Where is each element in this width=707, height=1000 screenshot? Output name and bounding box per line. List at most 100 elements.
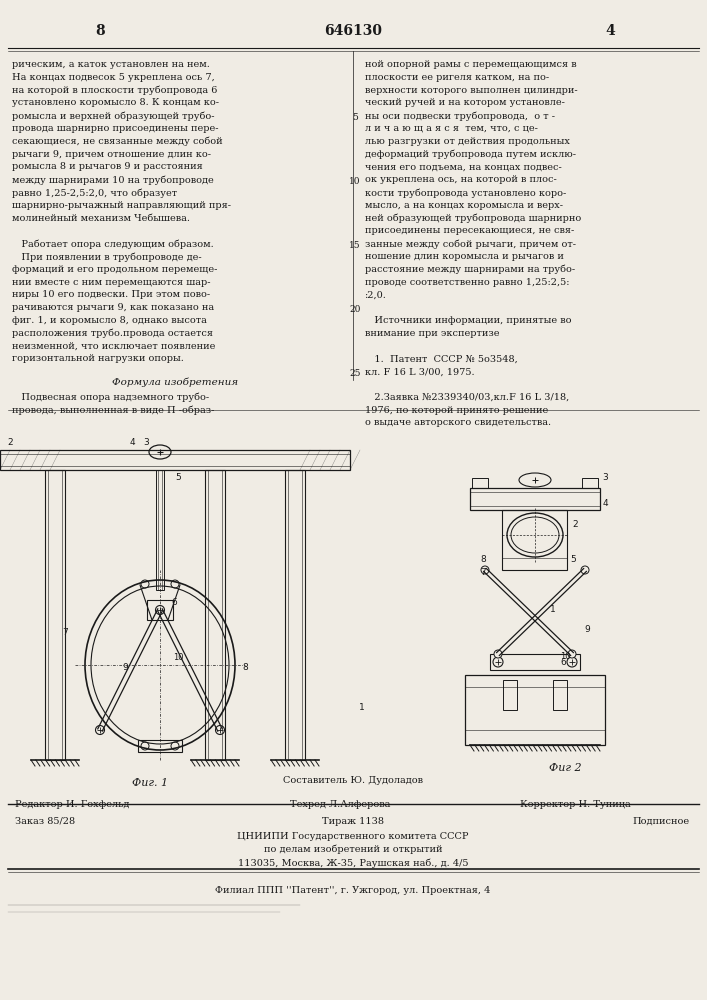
Bar [138,740,182,752]
Text: 8: 8 [242,663,248,672]
Text: 646130: 646130 [324,24,382,38]
Bar [503,680,517,710]
Text: Работает опора следующим образом.: Работает опора следующим образом. [12,239,214,249]
Text: нии вместе с ним перемещаются шар-: нии вместе с ним перемещаются шар- [12,278,211,287]
Text: 2: 2 [572,520,578,529]
Circle shape [481,566,489,574]
Text: 6: 6 [560,658,566,667]
Text: 10: 10 [349,177,361,186]
Text: ной опорной рамы с перемещающимся в: ной опорной рамы с перемещающимся в [365,60,577,69]
Text: деформаций трубопровода путем исклю-: деформаций трубопровода путем исклю- [365,150,576,159]
Text: неизменной, что исключает появление: неизменной, что исключает появление [12,342,216,351]
Text: о выдаче авторского свидетельства.: о выдаче авторского свидетельства. [365,418,551,427]
Text: Источники информации, принятые во: Источники информации, принятые во [365,316,571,325]
Text: 7: 7 [62,628,68,637]
Text: Филиал ППП ''Патент'', г. Ужгород, ул. Проектная, 4: Филиал ППП ''Патент'', г. Ужгород, ул. П… [216,886,491,895]
Text: Подвесная опора надземного трубо-: Подвесная опора надземного трубо- [12,393,209,402]
Text: горизонтальной нагрузки опоры.: горизонтальной нагрузки опоры. [12,354,184,363]
Text: 6: 6 [171,598,177,607]
Bar [553,680,567,710]
Text: молинейный механизм Чебышева.: молинейный механизм Чебышева. [12,214,190,223]
Text: л и ч а ю щ а я с я  тем, что, с це-: л и ч а ю щ а я с я тем, что, с це- [365,124,538,133]
Text: Формула изобретения: Формула изобретения [112,377,238,387]
Text: ны оси подвески трубопровода,  о т -: ны оси подвески трубопровода, о т - [365,111,555,121]
Bar [45,470,65,760]
Text: ромысла 8 и рычагов 9 и расстояния: ромысла 8 и рычагов 9 и расстояния [12,162,203,171]
Text: шарнирно-рычажный направляющий пря-: шарнирно-рычажный направляющий пря- [12,201,231,210]
Circle shape [95,726,105,734]
Text: мысло, а на концах коромысла и верх-: мысло, а на концах коромысла и верх- [365,201,563,210]
Text: присоединены пересекающиеся, не свя-: присоединены пересекающиеся, не свя- [365,226,574,235]
Text: 10: 10 [560,652,571,661]
Text: внимание при экспертизе: внимание при экспертизе [365,329,500,338]
Text: Редактор И. Гохфельд: Редактор И. Гохфельд [15,800,129,809]
Text: рычаги 9, причем отношение длин ко-: рычаги 9, причем отношение длин ко- [12,150,211,159]
Bar [490,654,580,670]
Text: 5: 5 [175,473,181,482]
Text: рическим, а каток установлен на нем.: рическим, а каток установлен на нем. [12,60,210,69]
Text: 7: 7 [480,568,486,577]
Circle shape [494,650,502,658]
Text: ношение длин коромысла и рычагов и: ношение длин коромысла и рычагов и [365,252,564,261]
Text: провода, выполненная в виде П -образ-: провода, выполненная в виде П -образ- [12,405,214,415]
Text: 15: 15 [349,241,361,250]
Text: ниры 10 его подвески. При этом пово-: ниры 10 его подвески. При этом пово- [12,290,210,299]
Text: Фиг 2: Фиг 2 [549,763,581,773]
Text: 1976, по которой принято решение: 1976, по которой принято решение [365,406,548,415]
Text: 9: 9 [584,625,590,634]
Bar [472,478,488,488]
Bar [156,470,164,590]
Text: :2,0.: :2,0. [365,290,387,299]
Text: между шарнирами 10 на трубопроводе: между шарнирами 10 на трубопроводе [12,175,214,185]
Circle shape [216,726,225,734]
Text: равно 1,25-2,5:2,0, что образует: равно 1,25-2,5:2,0, что образует [12,188,177,198]
Text: 4: 4 [605,24,615,38]
Text: 2.Заявка №2339340/03,кл.F 16 L 3/18,: 2.Заявка №2339340/03,кл.F 16 L 3/18, [365,393,569,402]
Text: формаций и его продольном перемеще-: формаций и его продольном перемеще- [12,265,217,274]
Text: кл. F 16 L 3/00, 1975.: кл. F 16 L 3/00, 1975. [365,367,474,376]
Text: 25: 25 [349,369,361,378]
Bar [205,470,225,760]
Text: рачиваются рычаги 9, как показано на: рачиваются рычаги 9, как показано на [12,303,214,312]
Text: секающиеся, не связанные между собой: секающиеся, не связанные между собой [12,137,223,146]
Text: ромысла и верхней образующей трубо-: ромысла и верхней образующей трубо- [12,111,214,121]
Text: Подписное: Подписное [633,817,690,826]
Text: 20: 20 [349,305,361,314]
Bar [147,600,173,620]
Text: лью разгрузки от действия продольных: лью разгрузки от действия продольных [365,137,570,146]
Text: 1: 1 [359,703,365,712]
Text: чения его подъема, на концах подвес-: чения его подъема, на концах подвес- [365,162,562,171]
Text: 8: 8 [95,24,105,38]
Text: проводе соответственно равно 1,25:2,5:: проводе соответственно равно 1,25:2,5: [365,278,570,287]
Text: расположения трубо.провода остается: расположения трубо.провода остается [12,329,213,338]
Text: плоскости ее ригеля катком, на по-: плоскости ее ригеля катком, на по- [365,73,549,82]
Text: верхности которого выполнен цилиндри-: верхности которого выполнен цилиндри- [365,86,578,95]
Text: 10: 10 [173,653,183,662]
Text: по делам изобретений и открытий: по делам изобретений и открытий [264,845,443,854]
Text: Фиг. 1: Фиг. 1 [132,778,168,788]
Text: 5: 5 [570,555,576,564]
Text: провода шарнирно присоединены пере-: провода шарнирно присоединены пере- [12,124,218,133]
Text: кости трубопровода установлено коро-: кости трубопровода установлено коро- [365,188,566,198]
Text: 3: 3 [143,438,149,447]
Text: ЦНИИПИ Государственного комитета СССР: ЦНИИПИ Государственного комитета СССР [238,832,469,841]
Circle shape [567,657,577,667]
Circle shape [568,650,576,658]
Text: установлено коромысло 8. К концам ко-: установлено коромысло 8. К концам ко- [12,98,219,107]
Text: При появлении в трубопроводе де-: При появлении в трубопроводе де- [12,252,201,261]
Text: ок укреплена ось, на которой в плос-: ок укреплена ось, на которой в плос- [365,175,556,184]
Bar [470,488,600,510]
Text: 4: 4 [602,499,608,508]
Text: Корректор Н. Тупица: Корректор Н. Тупица [520,800,631,809]
Bar [503,510,568,570]
Text: Составитель Ю. Дудоладов: Составитель Ю. Дудоладов [283,776,423,785]
Text: 1.  Патент  СССР № 5о3548,: 1. Патент СССР № 5о3548, [365,354,518,363]
Text: 113035, Москва, Ж-35, Раушская наб., д. 4/5: 113035, Москва, Ж-35, Раушская наб., д. … [238,858,468,867]
Text: 9: 9 [122,663,128,672]
Text: фиг. 1, и коромысло 8, однако высота: фиг. 1, и коромысло 8, однако высота [12,316,207,325]
Circle shape [581,566,589,574]
Bar [465,675,605,745]
Text: расстояние между шарнирами на трубо-: расстояние между шарнирами на трубо- [365,265,575,274]
Circle shape [493,657,503,667]
Text: ческий ручей и на котором установле-: ческий ручей и на котором установле- [365,98,565,107]
